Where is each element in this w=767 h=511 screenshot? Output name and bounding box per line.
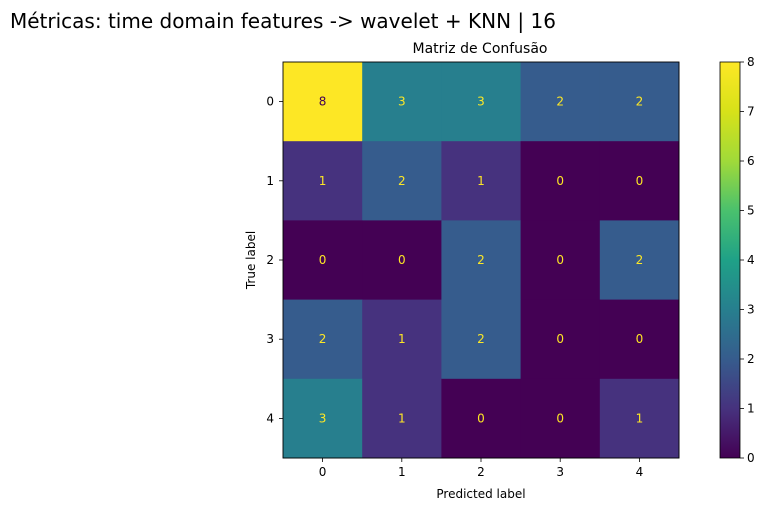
cell-value-r4-c1: 1 bbox=[398, 411, 406, 425]
colorbar-tick-label: 0 bbox=[747, 451, 755, 465]
x-tick-label: 1 bbox=[398, 465, 406, 479]
colorbar-ticks: 0 1 2 3 4 5 6 7 8 bbox=[740, 55, 755, 465]
cell-value-r0-c4: 2 bbox=[636, 95, 644, 109]
heatmap-cell-r1-c0 bbox=[283, 141, 363, 221]
cell-value-r4-c2: 0 bbox=[477, 411, 485, 425]
heatmap-cell-r1-c3 bbox=[520, 141, 601, 221]
heatmap-cell-r3-c3 bbox=[520, 299, 601, 380]
cell-value-r2-c0: 0 bbox=[319, 253, 327, 267]
y-axis-ticks: 0 1 2 3 4 bbox=[266, 95, 283, 425]
heatmap-cell-r0-c3 bbox=[520, 62, 601, 142]
colorbar bbox=[719, 61, 741, 459]
colorbar-tick-label: 7 bbox=[747, 105, 755, 119]
cell-value-r3-c2: 2 bbox=[477, 332, 485, 346]
cell-value-r3-c0: 2 bbox=[319, 332, 327, 346]
x-axis-label: Predicted label bbox=[436, 487, 525, 501]
heatmap-cell-r4-c4 bbox=[599, 378, 680, 459]
cell-value-r1-c1: 2 bbox=[398, 174, 406, 188]
cell-value-r2-c2: 2 bbox=[477, 253, 485, 267]
y-tick-label: 3 bbox=[266, 332, 274, 346]
heatmap-cell-r4-c0 bbox=[283, 378, 363, 459]
heatmap-cell-r3-c2 bbox=[441, 299, 522, 380]
heatmap-cell-r2-c2 bbox=[441, 220, 522, 301]
colorbar-tick-label: 2 bbox=[747, 352, 755, 366]
heatmap-cell-r1-c1 bbox=[362, 141, 442, 221]
cell-value-r1-c4: 0 bbox=[636, 174, 644, 188]
cell-value-r3-c3: 0 bbox=[556, 332, 564, 346]
cell-value-r1-c3: 0 bbox=[556, 174, 564, 188]
cell-value-r0-c0: 8 bbox=[319, 95, 327, 109]
heatmap-cell-r0-c1 bbox=[362, 62, 442, 142]
heatmap-cell-r0-c2 bbox=[441, 62, 522, 142]
heatmap-cell-r4-c3 bbox=[520, 378, 601, 459]
heatmap-cell-r1-c4 bbox=[599, 141, 680, 221]
heatmap-cell-r3-c4 bbox=[599, 299, 680, 380]
heatmap-cell-r2-c4 bbox=[599, 220, 680, 301]
y-tick-label: 1 bbox=[266, 174, 274, 188]
x-axis-ticks: 0 1 2 3 4 bbox=[319, 458, 643, 479]
heatmap-cell-r0-c4 bbox=[599, 62, 680, 142]
heatmap-cell-r3-c1 bbox=[362, 299, 442, 380]
y-axis-label: True label bbox=[244, 231, 258, 290]
colorbar-tick-label: 6 bbox=[747, 154, 755, 168]
y-tick-label: 0 bbox=[266, 95, 274, 109]
cell-value-r0-c1: 3 bbox=[398, 95, 406, 109]
chart-title: Matriz de Confusão bbox=[413, 41, 548, 57]
cell-value-r2-c4: 2 bbox=[636, 253, 644, 267]
heatmap-cell-labels: 8 3 3 2 2 1 2 1 0 0 0 0 2 0 2 2 1 2 0 0 3 1 0 0 1 bbox=[319, 95, 643, 426]
x-tick-label: 3 bbox=[556, 465, 564, 479]
heatmap-cell-r2-c0 bbox=[283, 220, 363, 301]
cell-value-r3-c4: 0 bbox=[636, 332, 644, 346]
cell-value-r1-c2: 1 bbox=[477, 174, 485, 188]
cell-value-r4-c4: 1 bbox=[636, 411, 644, 425]
cell-value-r1-c0: 1 bbox=[319, 174, 327, 188]
cell-value-r4-c3: 0 bbox=[556, 411, 564, 425]
y-tick-label: 4 bbox=[266, 411, 274, 425]
heatmap-cell-r2-c3 bbox=[520, 220, 601, 301]
x-tick-label: 2 bbox=[477, 465, 485, 479]
heatmap-cell-r1-c2 bbox=[441, 141, 522, 221]
cell-value-r2-c1: 0 bbox=[398, 253, 406, 267]
colorbar-tick-label: 4 bbox=[747, 253, 755, 267]
colorbar-tick-label: 5 bbox=[747, 204, 755, 218]
x-tick-label: 0 bbox=[319, 465, 327, 479]
colorbar-tick-label: 1 bbox=[747, 402, 755, 416]
colorbar-tick-label: 8 bbox=[747, 55, 755, 69]
heatmap-cells bbox=[283, 62, 680, 459]
y-tick-label: 2 bbox=[266, 253, 274, 267]
cell-value-r2-c3: 0 bbox=[556, 253, 564, 267]
cell-value-r3-c1: 1 bbox=[398, 332, 406, 346]
colorbar-tick-label: 3 bbox=[747, 303, 755, 317]
cell-value-r0-c2: 3 bbox=[477, 95, 485, 109]
cell-value-r0-c3: 2 bbox=[556, 95, 564, 109]
x-tick-label: 4 bbox=[636, 465, 644, 479]
heatmap-cell-r4-c1 bbox=[362, 378, 442, 459]
figure-suptitle: Métricas: time domain features -> wavele… bbox=[10, 9, 556, 33]
heatmap-cell-r3-c0 bbox=[283, 299, 363, 380]
heatmap-cell-r4-c2 bbox=[441, 378, 522, 459]
heatmap-cell-r2-c1 bbox=[362, 220, 442, 301]
cell-value-r4-c0: 3 bbox=[319, 411, 327, 425]
heatmap-cell-r0-c0 bbox=[283, 62, 363, 142]
